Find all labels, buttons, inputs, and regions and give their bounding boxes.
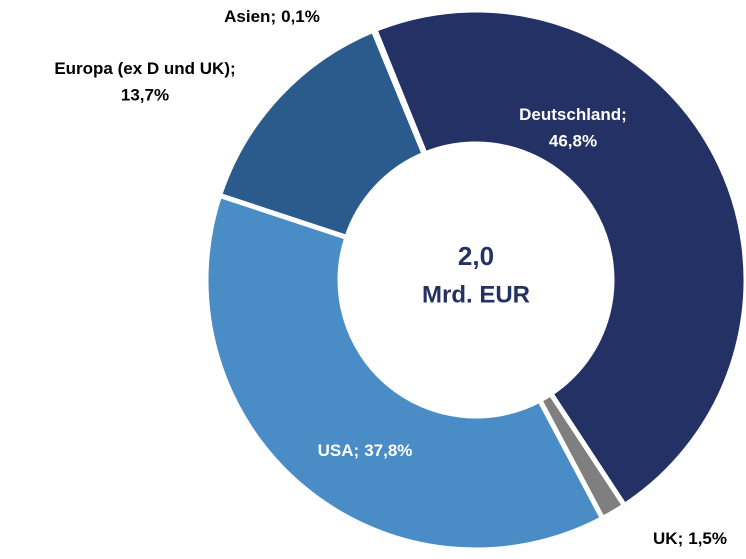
category-name: Deutschland: [519, 105, 621, 124]
slice: [203, 192, 606, 553]
slice-label: UK; 1,5%: [653, 529, 727, 548]
slice-label: Deutschland;: [519, 105, 627, 124]
separator: ;: [621, 105, 627, 124]
slices: [203, 7, 746, 553]
category-name: Europa (ex D und UK): [54, 59, 230, 78]
category-name: UK: [653, 529, 678, 548]
slice: [370, 26, 429, 158]
value-label: 1,5%: [688, 529, 727, 548]
separator: ;: [678, 529, 684, 548]
center-unit: Mrd. EUR: [422, 281, 530, 308]
separator: ;: [270, 7, 276, 26]
value-label: 0,1%: [281, 7, 320, 26]
slice-label: USA; 37,8%: [318, 441, 413, 460]
value-label: 13,7%: [121, 85, 169, 104]
category-name: Asien: [224, 7, 270, 26]
value-label: 46,8%: [549, 131, 597, 150]
value-label: 37,8%: [364, 441, 412, 460]
separator: ;: [230, 59, 236, 78]
separator: ;: [354, 441, 360, 460]
slice-label: Asien; 0,1%: [224, 7, 320, 26]
slice: [371, 7, 746, 510]
center-value: 2,0: [458, 241, 494, 271]
slice-label: Europa (ex D und UK);: [54, 59, 235, 78]
category-name: USA: [318, 441, 354, 460]
